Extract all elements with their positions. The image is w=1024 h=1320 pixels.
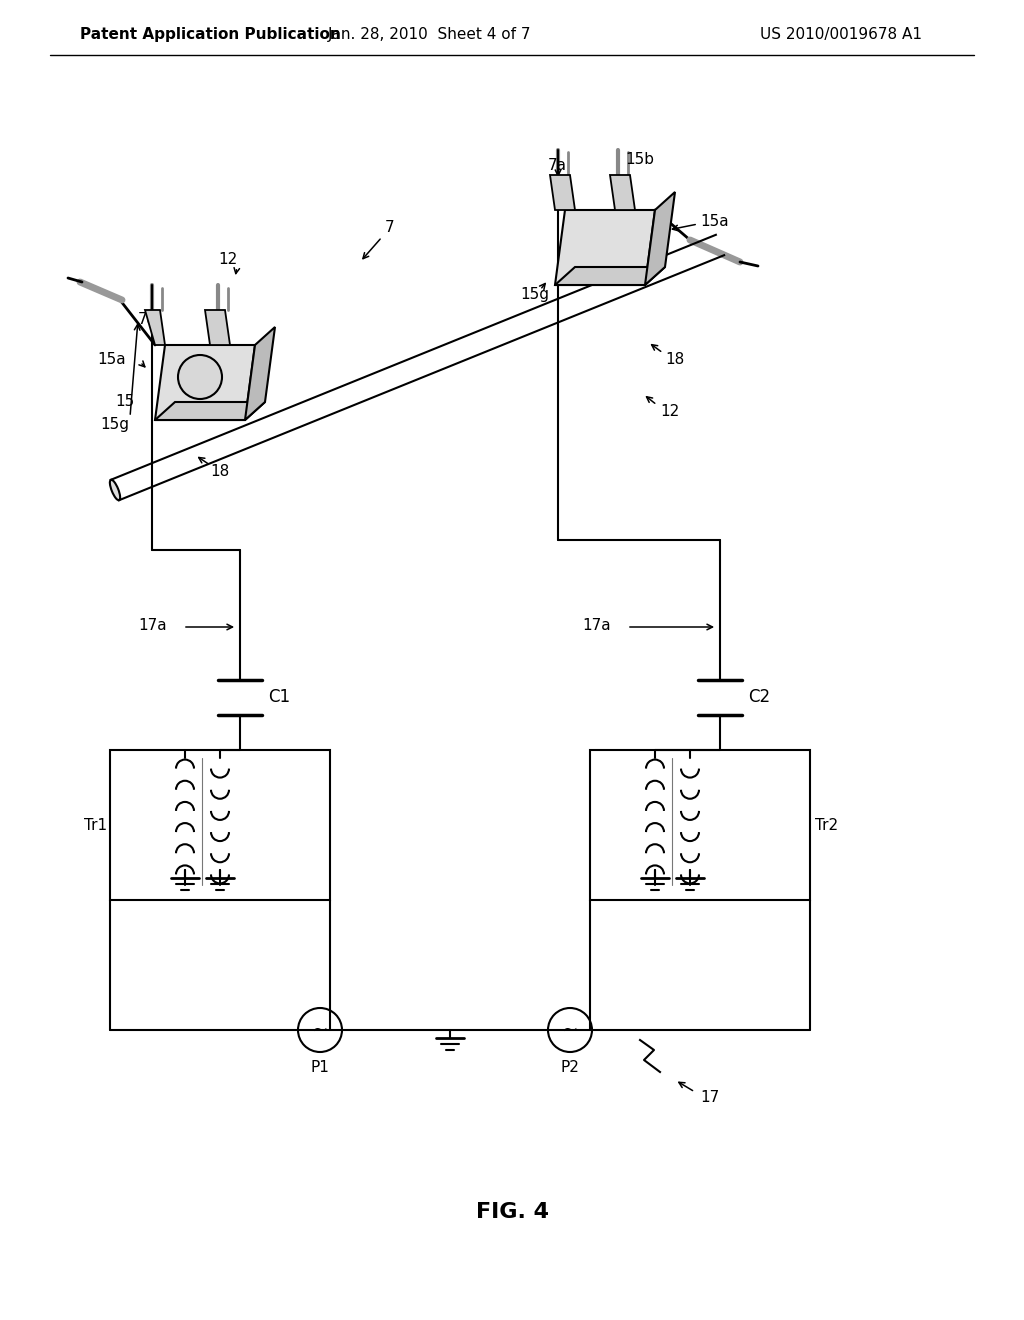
Text: P2: P2 [560,1060,580,1076]
Polygon shape [645,191,675,285]
Text: 12: 12 [660,404,679,420]
Text: ~: ~ [562,1020,579,1040]
Polygon shape [155,403,265,420]
Polygon shape [111,235,724,500]
Text: P1: P1 [310,1060,330,1076]
Polygon shape [610,176,635,210]
Text: 7a: 7a [548,157,567,173]
Text: ~: ~ [312,1020,328,1040]
Bar [110,750,330,900]
Text: 15a: 15a [700,214,729,230]
Text: FIG. 4: FIG. 4 [475,1203,549,1222]
Text: Tr1: Tr1 [84,817,106,833]
Text: 15g: 15g [520,288,549,302]
Text: 12: 12 [218,252,238,268]
Text: Jan. 28, 2010  Sheet 4 of 7: Jan. 28, 2010 Sheet 4 of 7 [329,28,531,42]
Text: 17a: 17a [138,618,167,632]
Ellipse shape [110,479,120,500]
Text: 15g: 15g [100,417,129,433]
Polygon shape [555,210,655,285]
Text: 15b: 15b [625,153,654,168]
Polygon shape [205,310,230,345]
Text: 15a: 15a [97,352,126,367]
Text: Tr2: Tr2 [815,817,838,833]
Text: 18: 18 [210,465,229,479]
Text: 7a: 7a [138,313,157,327]
Text: 7: 7 [385,220,394,235]
Polygon shape [155,345,255,420]
Text: C1: C1 [268,689,290,706]
Text: 15b: 15b [230,364,259,380]
Polygon shape [245,327,275,420]
Polygon shape [550,176,575,210]
Text: 17: 17 [700,1090,719,1106]
Text: 18: 18 [665,352,684,367]
Text: 17a: 17a [582,618,610,632]
Polygon shape [145,310,165,345]
Bar [590,750,810,900]
Text: C2: C2 [748,689,770,706]
Polygon shape [555,267,665,285]
Text: Patent Application Publication: Patent Application Publication [80,28,341,42]
Text: 15: 15 [115,395,134,409]
Text: US 2010/0019678 A1: US 2010/0019678 A1 [760,28,922,42]
Circle shape [178,355,222,399]
